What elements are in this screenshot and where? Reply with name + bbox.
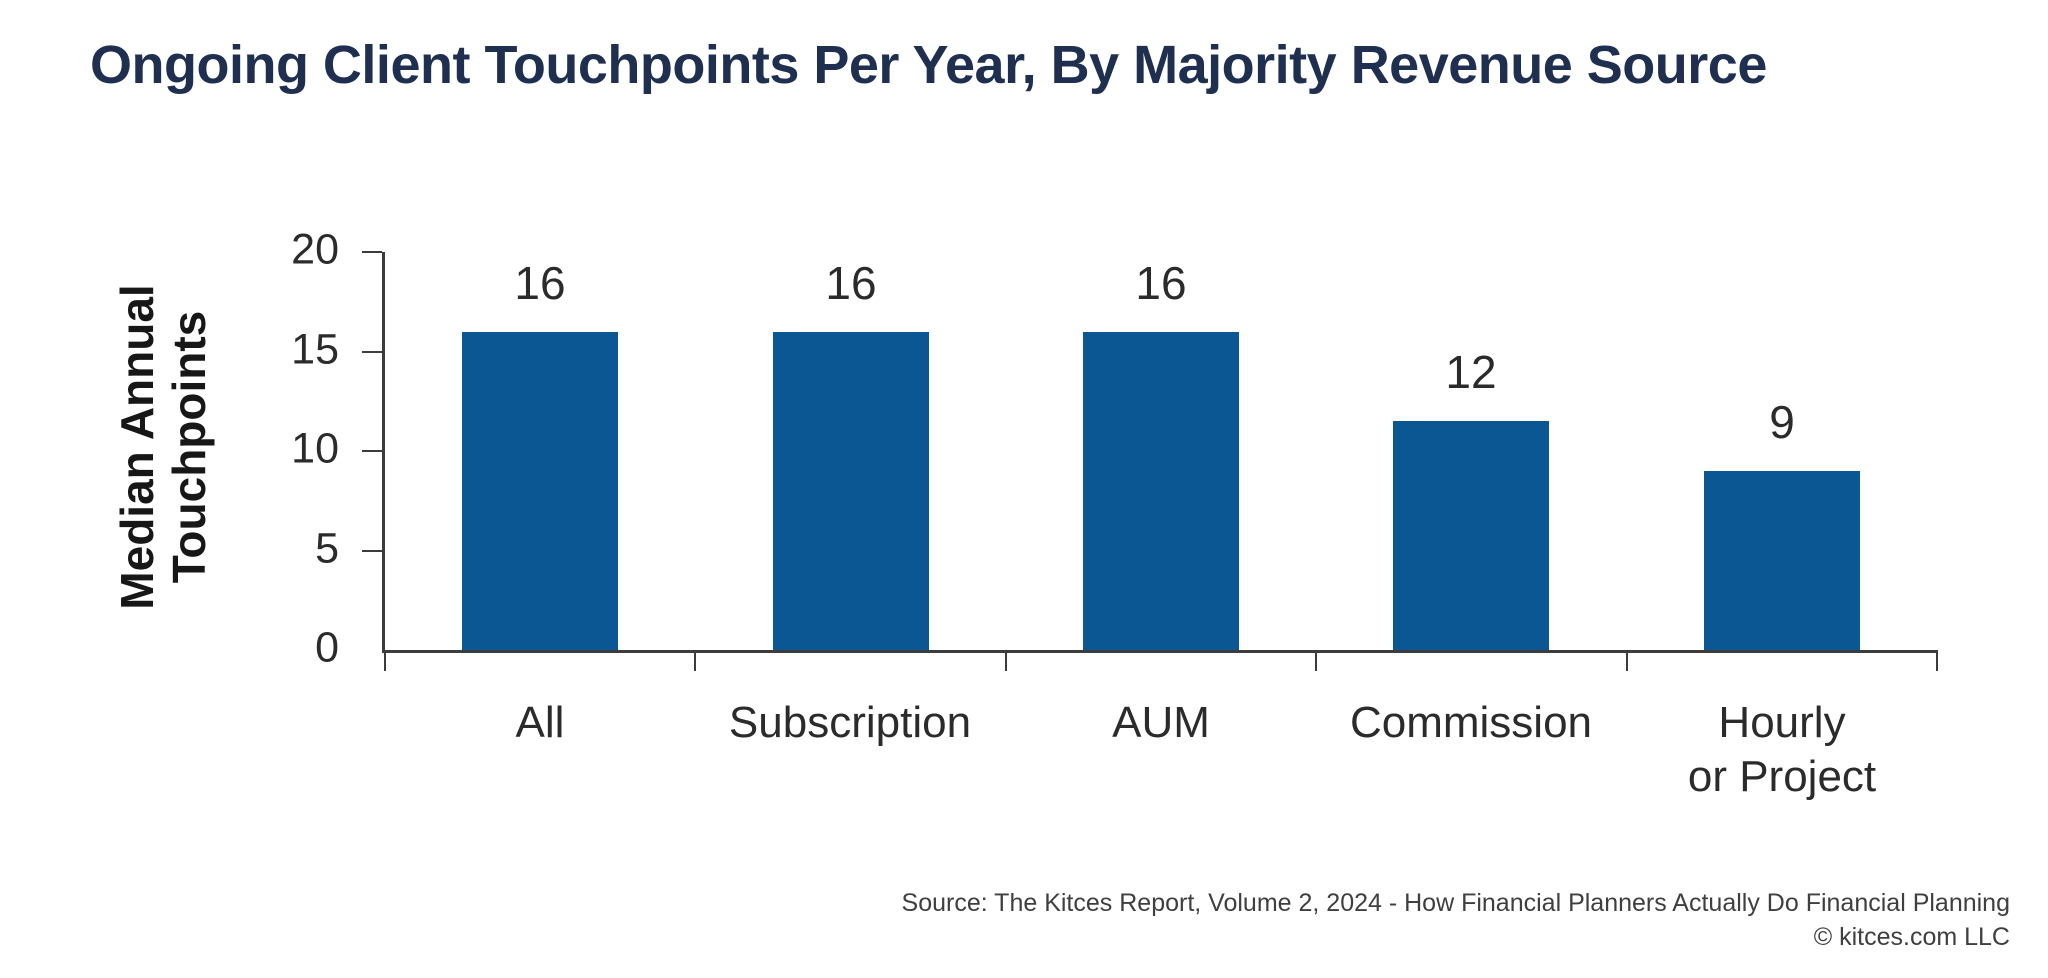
category-label-commission: Commission xyxy=(1316,696,1626,750)
category-label-line: Commission xyxy=(1349,698,1593,747)
chart-title: Ongoing Client Touchpoints Per Year, By … xyxy=(90,35,1767,95)
y-axis-title: Median Annual Touchpoints xyxy=(111,284,215,609)
category-label-line: Hourly xyxy=(1718,698,1846,747)
x-axis-tick xyxy=(1005,650,1007,671)
y-axis-tick xyxy=(362,550,382,552)
category-label-all: All xyxy=(385,696,695,750)
category-label-line: Subscription xyxy=(728,698,972,747)
bar-value-label-all: 16 xyxy=(514,257,566,309)
bar-aum xyxy=(1083,332,1239,650)
y-axis-title-line-1: Median Annual xyxy=(111,284,163,610)
bar-value-label-aum: 16 xyxy=(1135,257,1187,309)
bar-subscription xyxy=(773,332,929,650)
y-axis-title-line-2: Touchpoints xyxy=(163,310,215,584)
y-axis-tick-label: 15 xyxy=(291,325,339,374)
y-axis-tick xyxy=(362,251,382,253)
category-label-subscription: Subscription xyxy=(695,696,1005,750)
y-axis-tick-label: 5 xyxy=(315,524,339,573)
category-label-line: or Project xyxy=(1687,752,1877,801)
bar-value-label-commission: 12 xyxy=(1445,346,1497,398)
y-axis-tick xyxy=(362,351,382,353)
source-footer: Source: The Kitces Report, Volume 2, 202… xyxy=(902,886,2010,954)
y-axis-tick-label: 0 xyxy=(315,623,339,672)
category-label-line: AUM xyxy=(1112,698,1210,747)
y-axis-tick-label: 10 xyxy=(291,424,339,473)
category-label-aum: AUM xyxy=(1006,696,1316,750)
source-text: Source: The Kitces Report, Volume 2, 202… xyxy=(901,889,2010,917)
category-label-line: All xyxy=(515,698,565,747)
plot-area: 0 5 10 15 20 16 All 16 Subscription 16 AUM 12 Commis… xyxy=(291,226,1938,801)
y-axis-tick-label: 20 xyxy=(291,225,339,274)
category-label-hourly-or-project: Hourly or Project xyxy=(1627,696,1937,804)
copyright-text: © kitces.com LLC xyxy=(1813,923,2010,951)
x-axis-tick xyxy=(1315,650,1317,671)
bar-value-label-hourly-or-project: 9 xyxy=(1769,396,1795,448)
bar-hourly-or-project xyxy=(1704,471,1860,650)
y-axis-tick xyxy=(362,450,382,452)
x-axis-tick xyxy=(1626,650,1628,671)
bar-commission xyxy=(1393,421,1549,650)
x-axis-tick xyxy=(694,650,696,671)
bar-value-label-subscription: 16 xyxy=(825,257,877,309)
x-axis-tick xyxy=(384,650,386,671)
bar-all xyxy=(462,332,618,650)
x-axis-tick xyxy=(1936,650,1938,671)
